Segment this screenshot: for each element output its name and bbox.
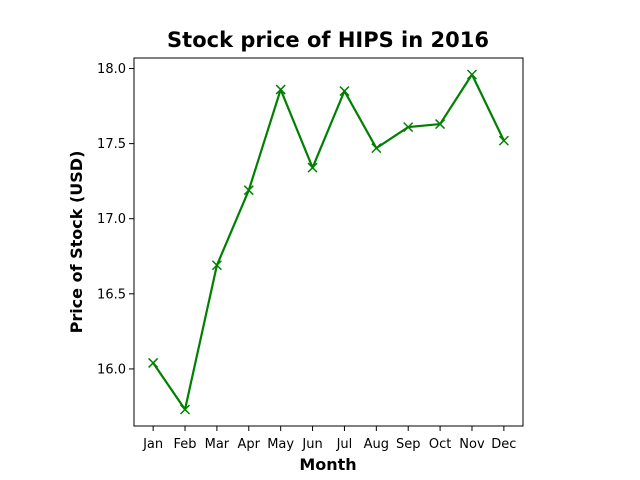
- data-point-marker: [339, 86, 350, 97]
- y-tick-label: 16.5: [97, 287, 126, 302]
- data-point-marker: [435, 119, 446, 130]
- plot-area-frame: [133, 57, 524, 427]
- x-tick-label: Sep: [396, 437, 421, 452]
- x-tick-label: Jul: [336, 437, 353, 452]
- data-point-marker: [243, 185, 254, 196]
- data-point-marker: [307, 162, 318, 173]
- x-tick-label: Nov: [459, 437, 485, 452]
- series-layer: [148, 69, 509, 415]
- data-point-marker: [275, 84, 286, 95]
- x-tick-label: Jun: [301, 437, 322, 452]
- data-point-marker: [371, 143, 382, 154]
- x-tick-label: May: [267, 437, 294, 452]
- x-tick-label: Aug: [364, 437, 389, 452]
- data-point-marker: [179, 404, 191, 415]
- y-tick-label: 17.0: [97, 212, 126, 227]
- x-tick-label: Mar: [205, 437, 230, 452]
- series-line: [152, 73, 505, 411]
- chart-title: Stock price of HIPS in 2016: [167, 28, 489, 52]
- y-tick-label: 16.0: [97, 362, 126, 377]
- y-tick-label: 18.0: [97, 62, 126, 77]
- y-axis-label: Price of Stock (USD): [67, 151, 86, 334]
- data-point-marker: [498, 135, 509, 146]
- data-point-marker: [403, 122, 414, 133]
- x-axis: Jan Feb Mar Apr May Jun Jul Aug Sep Oct Nov Dec: [142, 426, 516, 452]
- x-tick-label: Apr: [238, 437, 261, 452]
- x-tick-label: Dec: [491, 437, 516, 452]
- y-tick-label: 17.5: [97, 137, 126, 152]
- data-point-marker: [211, 260, 222, 271]
- x-tick-label: Feb: [174, 437, 197, 452]
- x-axis-label: Month: [299, 455, 356, 474]
- x-tick-label: Jan: [142, 437, 163, 452]
- data-point-marker: [148, 357, 159, 368]
- data-point-marker: [466, 69, 478, 80]
- x-tick-label: Oct: [429, 437, 451, 452]
- y-axis: 16.0 16.5 17.0 17.5 18.0: [97, 62, 134, 377]
